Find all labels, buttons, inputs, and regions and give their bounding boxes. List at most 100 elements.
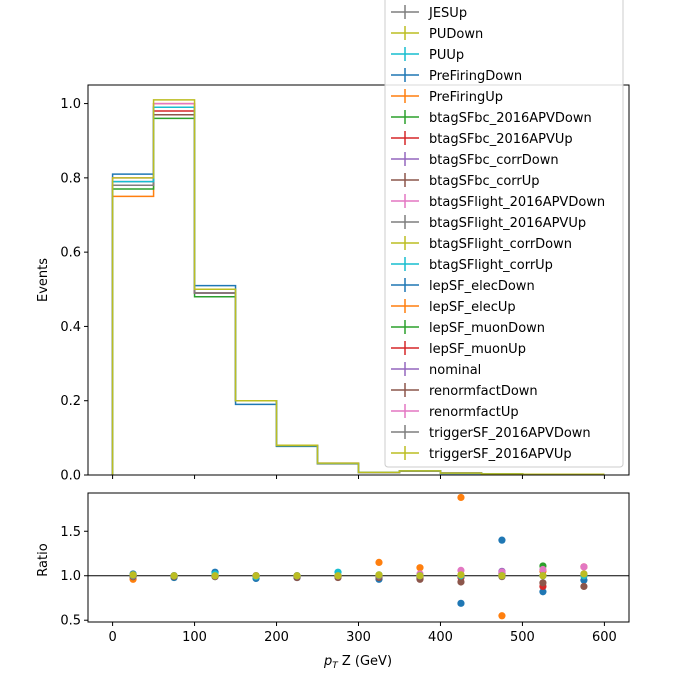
ratio-y-tick-label: 0.5 [60,614,81,629]
legend-entry: triggerSF_2016APVDown [391,425,591,441]
ratio-point [334,572,342,580]
legend-entry: btagSFbc_2016APVDown [391,110,592,126]
legend-label: btagSFlight_corrUp [429,258,553,273]
legend-label: nominal [429,363,481,378]
legend-label: btagSFlight_2016APVDown [429,195,605,210]
step-series-9 [111,99,605,475]
main-y-tick-label: 1.0 [60,97,81,112]
legend-label: renormfactDown [429,384,538,399]
ratio-y-axis-label: Ratio [36,543,51,576]
x-tick-label: 600 [592,630,617,645]
legend-label: JESUp [428,6,467,21]
legend-entry: PreFiringUp [391,89,503,105]
ratio-y-tick-label: 1.0 [60,569,81,584]
legend-entry: btagSFbc_corrDown [391,152,559,168]
legend-label: renormfactUp [429,405,519,420]
x-tick-label: 400 [428,630,453,645]
legend-label: btagSFbc_2016APVDown [429,111,592,126]
legend-label: PreFiringDown [429,69,522,84]
x-axis-label-symbol: p [323,654,332,669]
legend-entry: JESUp [391,5,467,21]
ratio-point [580,570,588,578]
histogram-steps [111,99,605,475]
legend-entry: PUUp [391,47,464,63]
x-tick-label: 300 [346,630,371,645]
legend-entry: lepSF_elecUp [391,299,516,315]
legend-entry: lepSF_muonUp [391,341,526,357]
legend-label: btagSFlight_corrDown [429,237,572,252]
ratio-point [457,599,465,607]
legend: JESUp PUDown PUUp PreFiringDown PreFiringUp b… [384,0,624,468]
legend-entry: PreFiringDown [391,68,522,84]
legend-label: PUUp [429,48,464,63]
ratio-x-ticks: 0 100 200 300 400 500 600 [108,622,617,645]
legend-entry: renormfactDown [391,383,538,399]
x-tick-label: 100 [182,630,207,645]
legend-entry: btagSFbc_2016APVUp [391,131,573,147]
legend-label: lepSF_elecUp [429,300,516,315]
legend-entry: nominal [391,362,481,378]
legend-label: lepSF_muonDown [429,321,545,336]
legend-entry: btagSFlight_corrUp [391,257,553,273]
ratio-point [498,536,506,544]
ratio-point [539,572,547,580]
ratio-point [416,572,424,580]
ratio-point [129,571,137,579]
legend-entry: btagSFlight_2016APVUp [391,215,586,231]
ratio-point [539,579,547,587]
legend-frame [384,0,624,468]
ratio-point [580,582,588,591]
legend-label: btagSFbc_corrUp [429,174,540,189]
legend-entry: triggerSF_2016APVUp [391,446,572,462]
ratio-point [539,565,547,574]
x-tick-label: 500 [510,630,535,645]
main-x-ticks [112,475,605,479]
main-y-tick-label: 0.0 [60,469,81,484]
legend-entry: btagSFlight_corrDown [391,236,572,252]
ratio-panel: 0.5 1.0 1.5 0 100 200 300 400 500 600 Ratio pT Z… [36,492,630,671]
x-tick-label: 200 [264,630,289,645]
legend-entry: PUDown [391,26,483,42]
main-y-ticks: 0.0 0.2 0.4 0.6 0.8 1.0 [60,97,88,484]
main-y-axis-label: Events [36,258,51,302]
ratio-point [375,571,383,579]
ratio-point [457,571,465,579]
ratio-point [457,493,465,502]
legend-label: triggerSF_2016APVUp [429,447,572,462]
ratio-point [293,572,301,580]
main-y-tick-label: 0.8 [60,171,81,186]
ratio-point [498,612,506,620]
main-y-tick-label: 0.2 [60,394,81,409]
ratio-point [539,588,547,596]
main-y-tick-label: 0.4 [60,320,81,335]
ratio-point [498,572,506,580]
legend-entry: btagSFlight_2016APVDown [391,194,605,210]
x-axis-label: pT Z (GeV) [323,654,392,671]
legend-entry: lepSF_elecDown [391,278,535,294]
ratio-y-tick-label: 1.5 [60,525,81,540]
main-y-tick-label: 0.6 [60,246,81,261]
ratio-point [211,572,219,580]
legend-label: PUDown [429,27,483,42]
legend-entry: btagSFbc_corrUp [391,173,540,189]
legend-label: PreFiringUp [429,90,503,105]
legend-label: btagSFlight_2016APVUp [429,216,586,231]
ratio-point [580,563,588,571]
legend-label: btagSFbc_corrDown [429,153,559,168]
x-axis-label-subscript: T [332,661,339,671]
ratio-y-ticks: 0.5 1.0 1.5 [60,525,88,629]
ratio-point [416,564,424,572]
legend-entry: lepSF_muonDown [391,320,545,336]
ratio-points [129,493,588,620]
ratio-point [170,572,178,580]
ratio-point [252,572,260,580]
legend-label: btagSFbc_2016APVUp [429,132,573,147]
ratio-plot-area [88,493,629,622]
ratio-point [457,578,465,586]
x-tick-label: 0 [108,630,116,645]
x-axis-label-text: Z (GeV) [338,654,392,669]
legend-label: lepSF_muonUp [429,342,526,357]
legend-label: lepSF_elecDown [429,279,535,294]
legend-entry: renormfactUp [391,404,519,420]
